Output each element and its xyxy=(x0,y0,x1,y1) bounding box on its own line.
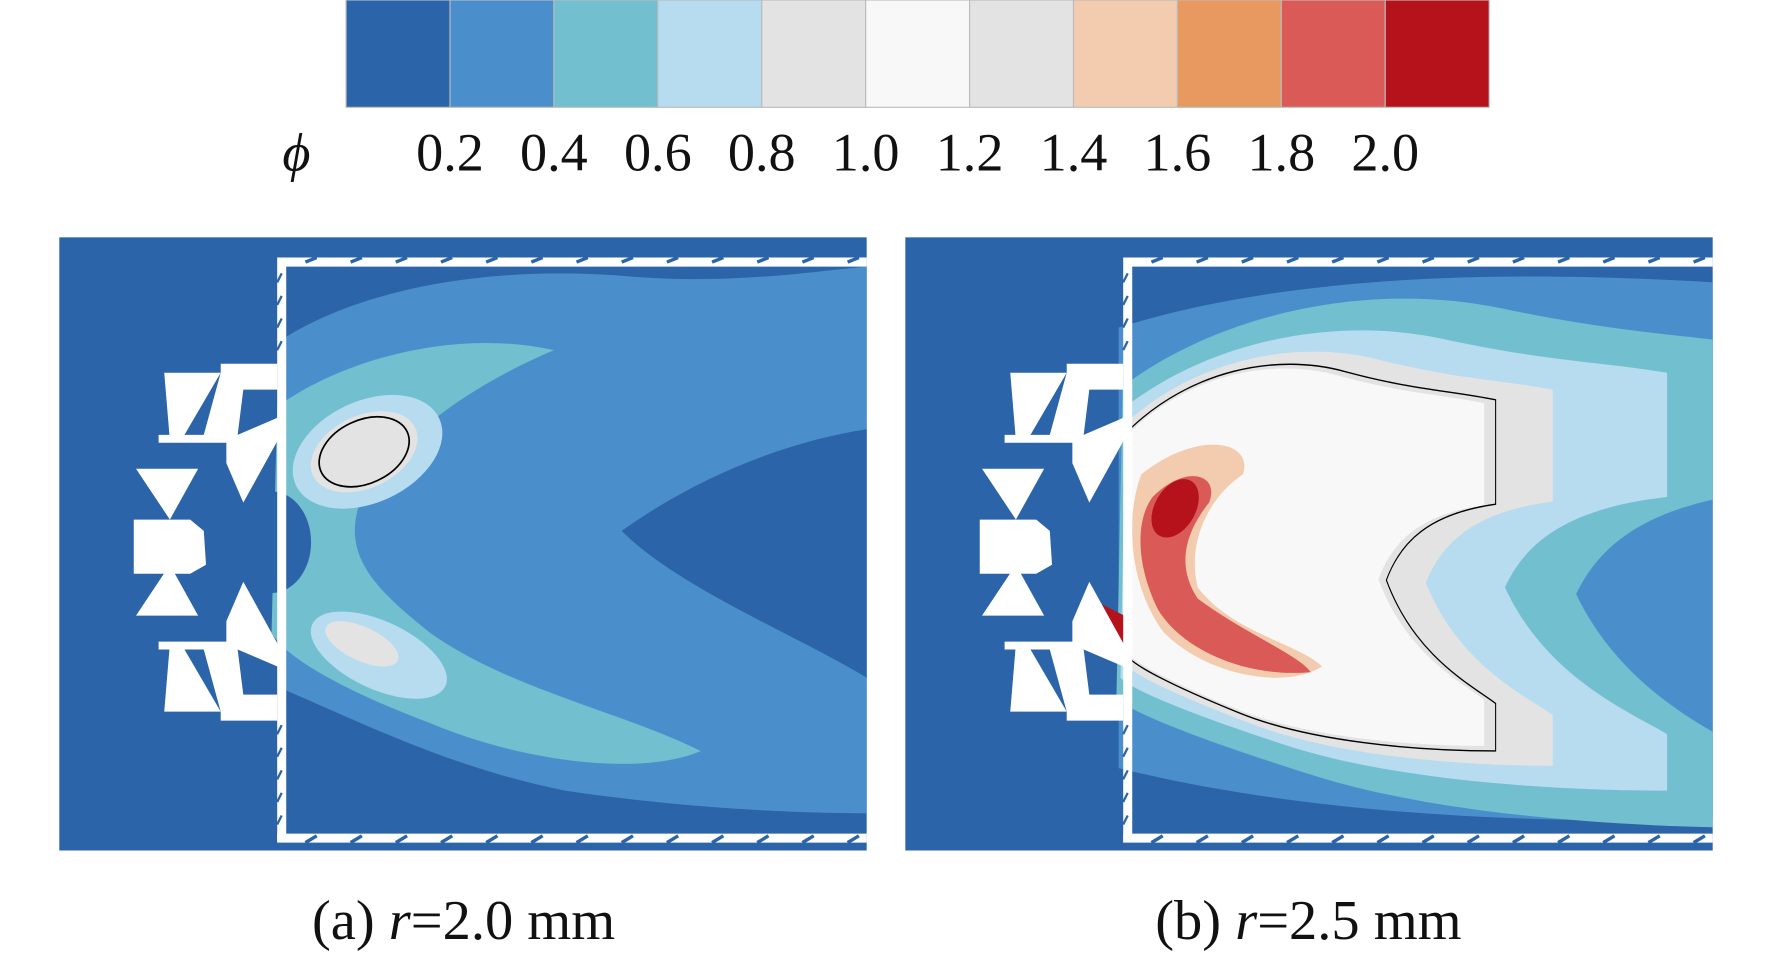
colorbar-cell xyxy=(865,0,971,108)
colorbar-cell xyxy=(1384,0,1490,108)
colorbar-label: 0.4 xyxy=(520,123,588,183)
caption-variable: r xyxy=(389,890,412,952)
caption-label: (a) xyxy=(312,890,375,952)
colorbar-label: 1.8 xyxy=(1247,123,1315,183)
colorbar-cell xyxy=(1176,0,1282,108)
colorbar-label: 1.0 xyxy=(832,123,900,183)
caption-label: (b) xyxy=(1155,890,1221,952)
colorbar-label: 1.4 xyxy=(1040,123,1108,183)
shape xyxy=(1151,479,1199,538)
caption-a: (a) r=2.0 mm xyxy=(312,890,615,952)
colorbar-label: 0.6 xyxy=(624,123,692,183)
shape xyxy=(318,415,411,488)
panel-b-plot xyxy=(905,237,1713,851)
colorbar-cell xyxy=(969,0,1075,108)
colorbar-label: 0.2 xyxy=(416,123,484,183)
colorbar-label: 1.6 xyxy=(1144,123,1212,183)
caption-value: =2.5 mm xyxy=(1257,890,1461,952)
colorbar-cell xyxy=(345,0,451,108)
colorbar-cell xyxy=(1072,0,1178,108)
colorbar-label: 2.0 xyxy=(1351,123,1419,183)
colorbar-cell xyxy=(449,0,555,108)
colorbar-cell xyxy=(657,0,763,108)
shape xyxy=(325,621,399,667)
shape xyxy=(232,491,312,593)
shape xyxy=(621,429,867,678)
colorbar-cell xyxy=(553,0,659,108)
caption-value: =2.0 mm xyxy=(411,890,615,952)
colorbar-symbol: ϕ xyxy=(282,123,310,183)
colorbar-label: 0.8 xyxy=(728,123,796,183)
caption-variable: r xyxy=(1235,890,1258,952)
colorbar: 0.2 0.4 0.6 0.8 1.0 1.2 1.4 1.6 1.8 2.0 xyxy=(345,0,1490,183)
colorbar-label: 1.2 xyxy=(936,123,1004,183)
panel-a-plot xyxy=(59,237,867,851)
caption-b: (b) r=2.5 mm xyxy=(1155,890,1461,952)
colorbar-cell xyxy=(761,0,867,108)
colorbar-cell xyxy=(1280,0,1386,108)
